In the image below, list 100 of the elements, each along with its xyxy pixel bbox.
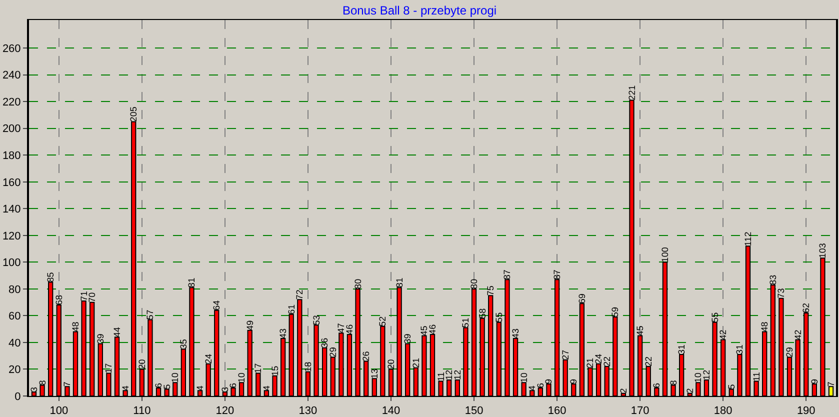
data-label: 22 [643, 356, 654, 367]
data-label: 20 [136, 359, 147, 370]
data-label: 10 [236, 372, 247, 383]
data-label: 58 [477, 308, 488, 318]
data-label: 29 [328, 347, 338, 358]
data-label: 10 [170, 372, 180, 383]
y-tick-label: 240 [2, 70, 21, 82]
x-tick-label: 180 [714, 405, 732, 417]
data-label: 27 [560, 350, 570, 360]
data-label: 112 [742, 232, 753, 246]
data-label: 49 [244, 320, 255, 330]
data-label: 6 [154, 382, 164, 388]
x-tick-label: 190 [796, 405, 816, 417]
data-label: 11 [751, 372, 762, 382]
data-label: 6 [652, 382, 662, 388]
y-tick-label: 60 [8, 310, 21, 323]
data-label: 26 [361, 351, 372, 362]
data-label: 4 [261, 386, 272, 391]
data-label: 15 [270, 366, 280, 376]
data-label: 48 [70, 322, 80, 332]
data-label: 24 [203, 354, 214, 364]
data-label: 53 [311, 315, 322, 326]
data-label: 2 [618, 388, 628, 394]
data-label: 55 [494, 312, 504, 322]
data-label: 3 [220, 386, 230, 392]
data-label: 39 [95, 334, 106, 344]
data-label: 9 [568, 378, 579, 384]
data-label: 12 [701, 370, 712, 380]
data-label: 80 [469, 278, 480, 289]
data-label: 81 [186, 278, 197, 288]
x-tick-label: 150 [464, 405, 484, 417]
chart-title: Bonus Ball 8 - przebyte progi [342, 4, 497, 18]
data-label: 4 [195, 386, 206, 391]
data-label: 64 [212, 300, 222, 310]
data-label: 46 [428, 324, 438, 334]
y-tick-label: 140 [2, 204, 21, 216]
data-label: 100 [660, 247, 670, 262]
data-label: 11 [436, 372, 446, 382]
data-label: 73 [776, 288, 786, 298]
data-label: 3 [28, 386, 39, 392]
data-label: 31 [734, 344, 745, 355]
data-label: 22 [602, 356, 612, 367]
x-tick-label: 170 [630, 405, 650, 417]
y-tick-label: 160 [2, 176, 21, 189]
data-label: 45 [635, 326, 646, 336]
data-label: 44 [112, 327, 122, 338]
data-label: 6 [228, 382, 238, 388]
data-label: 6 [535, 382, 546, 388]
data-label: 21 [585, 358, 596, 368]
data-label: 80 [352, 278, 363, 289]
y-tick-label: 40 [8, 337, 21, 350]
data-label: 103 [818, 243, 828, 258]
data-label: 21 [410, 358, 421, 368]
data-label: 4 [120, 386, 130, 391]
data-label: 5 [162, 384, 172, 390]
data-label: 45 [419, 326, 430, 336]
x-tick-label: 130 [298, 405, 318, 417]
y-tick-label: 220 [2, 96, 21, 108]
data-label: 75 [486, 286, 496, 296]
x-tick-label: 160 [548, 405, 566, 417]
data-label: 83 [768, 274, 778, 285]
y-tick-label: 120 [2, 230, 21, 242]
data-label: 12 [452, 370, 462, 380]
x-tick-label: 120 [216, 405, 234, 417]
data-label: 62 [801, 303, 812, 314]
data-label: 72 [294, 290, 305, 300]
data-label: 87 [502, 270, 512, 280]
data-label: 42 [718, 330, 728, 340]
data-label: 5 [726, 384, 736, 390]
y-tick-label: 0 [14, 390, 21, 403]
data-label: 7 [826, 382, 836, 387]
data-label: 8 [37, 380, 48, 386]
y-tick-label: 80 [8, 284, 21, 296]
data-label: 20 [386, 359, 396, 370]
data-label: 47 [336, 323, 346, 334]
data-label: 9 [544, 378, 554, 384]
data-label: 39 [402, 334, 413, 344]
data-label: 10 [693, 372, 704, 383]
data-label: 57 [145, 310, 156, 320]
x-tick-label: 140 [382, 405, 400, 417]
data-label: 205 [128, 106, 139, 122]
data-label: 17 [253, 363, 264, 374]
data-label: 29 [784, 347, 795, 358]
data-label: 18 [302, 362, 313, 372]
y-tick-label: 100 [2, 257, 21, 270]
data-label: 68 [54, 294, 64, 306]
data-label: 24 [594, 354, 604, 364]
y-tick-label: 180 [2, 150, 21, 162]
data-label: 43 [278, 328, 288, 338]
data-label: 9 [809, 378, 820, 384]
data-label: 7 [62, 382, 72, 387]
data-label: 52 [378, 316, 388, 326]
data-label: 81 [394, 278, 404, 288]
data-label: 43 [510, 328, 521, 338]
y-tick-label: 200 [2, 123, 21, 136]
data-label: 48 [760, 322, 770, 332]
data-label: 87 [552, 270, 562, 280]
data-label: 70 [87, 292, 98, 302]
data-label: 71 [78, 290, 89, 301]
data-label: 85 [46, 272, 56, 282]
